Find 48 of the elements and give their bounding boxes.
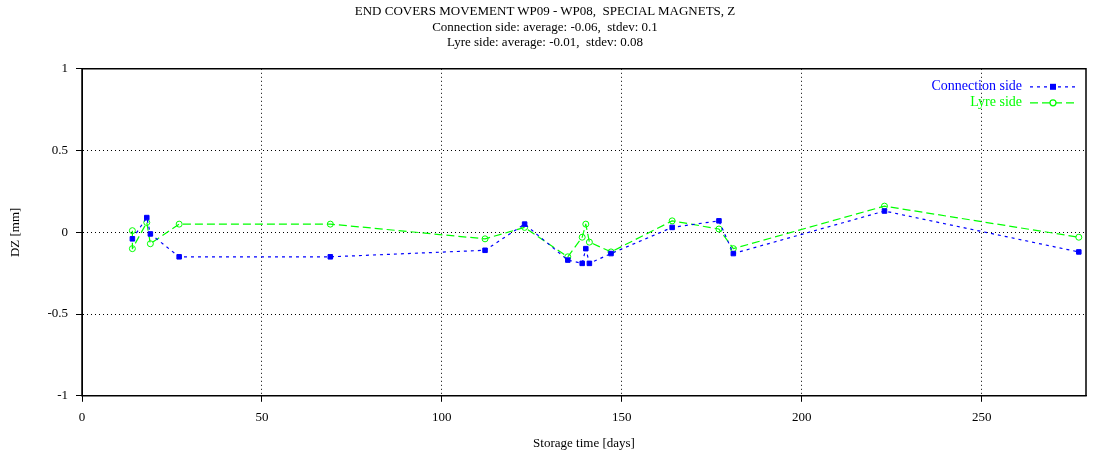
chart-subtitle: Connection side: average: -0.06, stdev: 0.1 Lyre side: average: -0.01, stdev: 0.08 <box>432 18 658 50</box>
x-tick-label: 250 <box>971 409 992 425</box>
point <box>1076 249 1082 255</box>
point <box>326 220 334 228</box>
legend-label: Connection side <box>931 78 1022 94</box>
point <box>128 227 136 235</box>
point <box>176 254 182 260</box>
point <box>327 254 334 260</box>
y-tick-label: -1 <box>57 387 68 403</box>
point <box>729 245 737 253</box>
point <box>582 220 590 228</box>
point <box>579 260 585 267</box>
y-tick-label: 0 <box>61 223 68 239</box>
point <box>880 202 888 210</box>
point <box>144 214 150 221</box>
point <box>715 225 723 233</box>
x-tick-label: 150 <box>612 409 632 425</box>
point <box>146 240 154 248</box>
point <box>583 245 589 252</box>
point <box>586 260 593 267</box>
point <box>481 235 489 243</box>
point <box>128 245 136 253</box>
x-tick-label: 50 <box>255 409 269 425</box>
point <box>482 247 488 254</box>
x-axis-title: Storage time [days] <box>533 434 635 450</box>
point <box>129 236 136 242</box>
point <box>578 233 586 241</box>
point <box>881 208 888 214</box>
point <box>143 218 151 226</box>
y-axis-title: DZ [mm] <box>7 207 23 258</box>
chart-title: END COVERS MOVEMENT WP09 - WP08, SPECIAL MAGNETS, Z <box>354 3 736 19</box>
y-tick-label: 1 <box>61 60 68 76</box>
y-tick-label: -0.5 <box>47 305 68 321</box>
point <box>668 217 676 225</box>
x-tick-label: 200 <box>791 409 812 425</box>
y-tick-label: 0.5 <box>51 141 68 157</box>
point <box>147 231 154 237</box>
x-tick-label: 100 <box>432 409 452 425</box>
point <box>565 257 571 263</box>
point <box>521 221 528 227</box>
point <box>716 218 722 224</box>
point <box>1075 233 1083 241</box>
x-tick-label: 0 <box>78 409 86 425</box>
point <box>175 220 183 228</box>
point <box>730 250 737 257</box>
point <box>669 224 675 231</box>
point <box>585 238 593 246</box>
legend-label: Lyre side <box>970 94 1022 110</box>
